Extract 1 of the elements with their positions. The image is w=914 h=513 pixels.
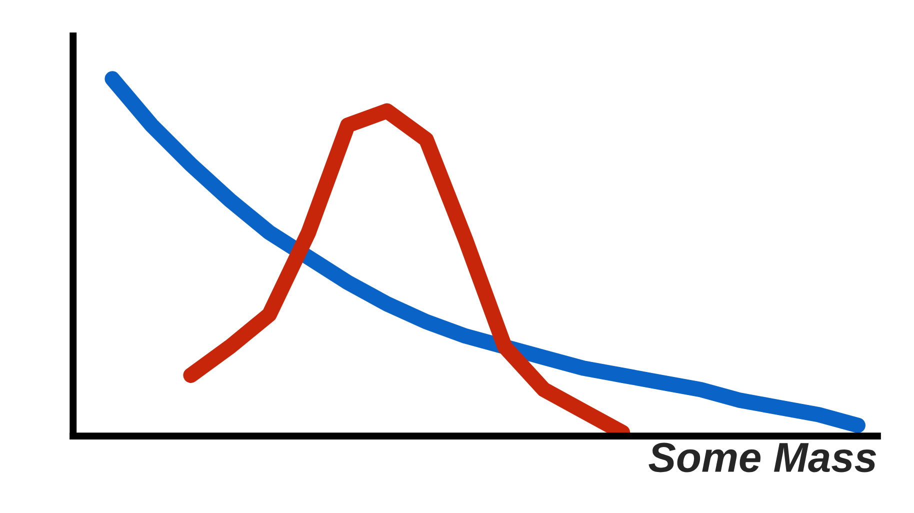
x-axis-title: Some Mass [648,442,876,472]
